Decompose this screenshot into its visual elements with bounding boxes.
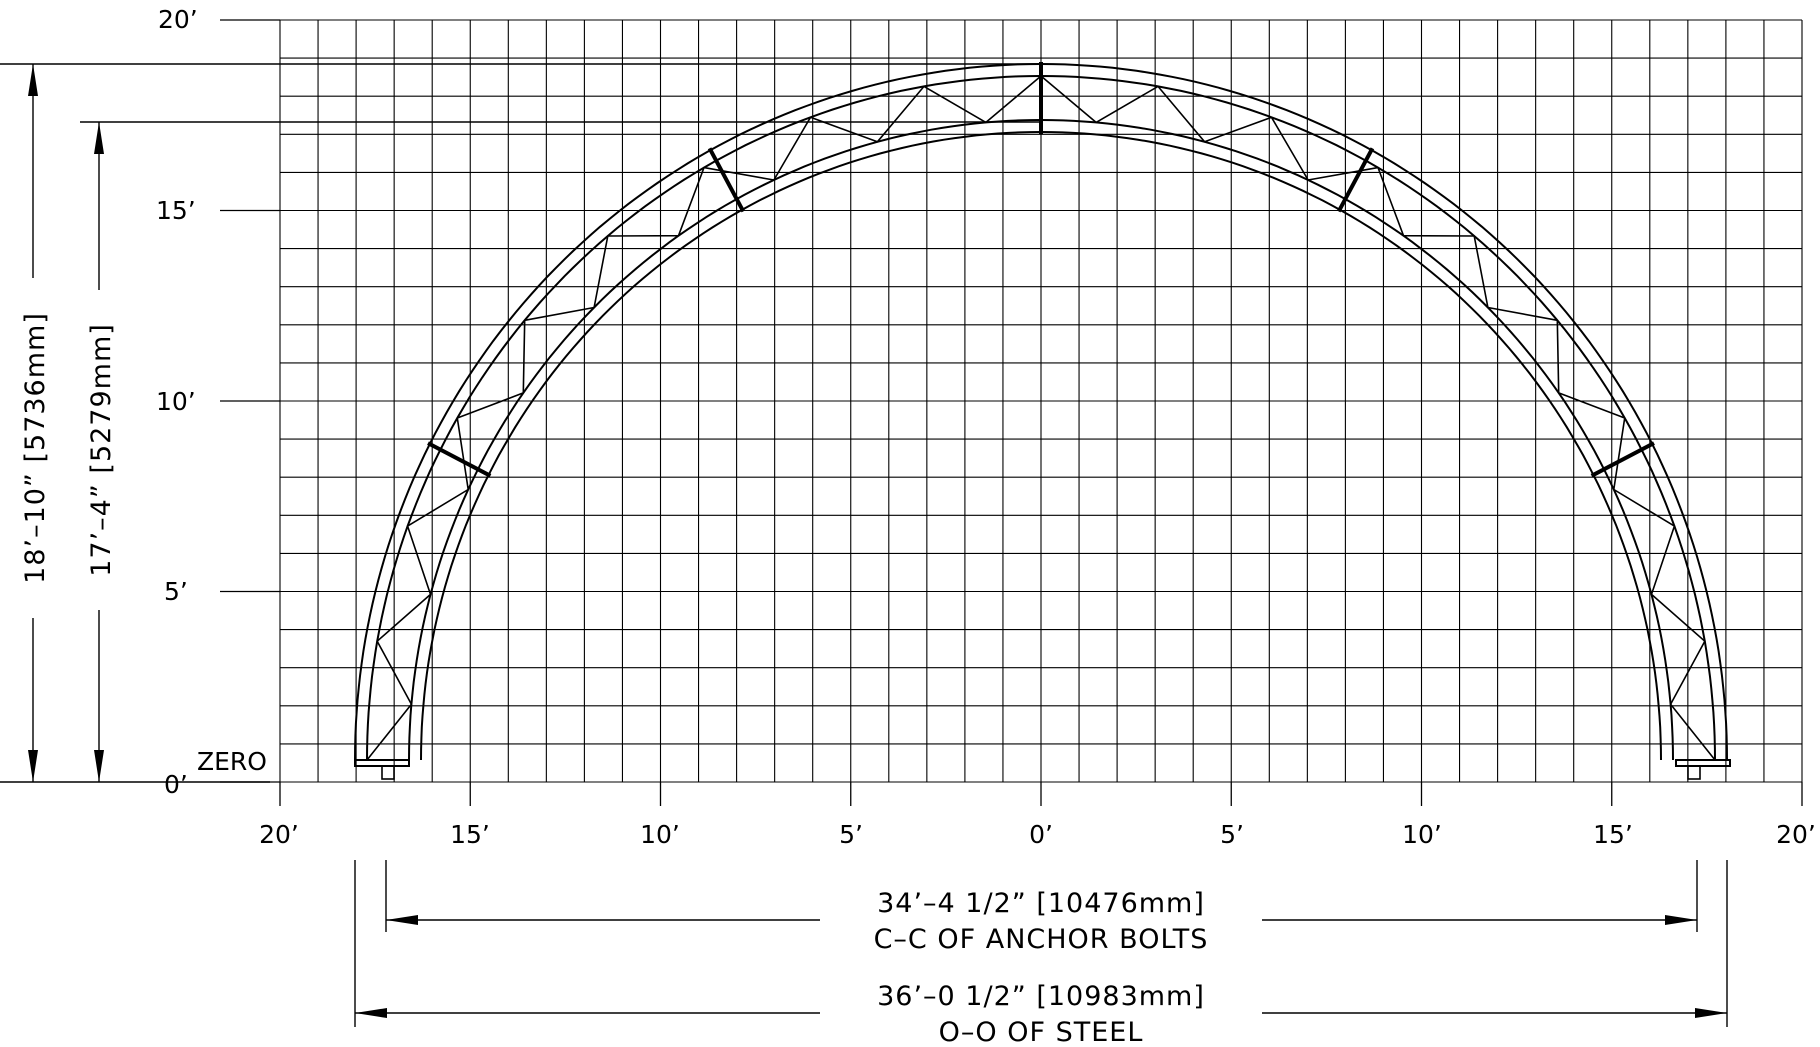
x-tick-label-0: 0’	[1029, 820, 1053, 849]
reference-grid	[279, 19, 1803, 783]
x-tick-label-15: 15’	[1593, 820, 1633, 849]
x-tick-label-neg5: 5’	[839, 820, 863, 849]
left-base-plate	[354, 759, 410, 780]
axis-ticks	[220, 19, 1803, 806]
right-base-plate	[1675, 759, 1731, 780]
anchor-width-dimension: 34’–4 1/2” [10476mm]	[877, 888, 1205, 919]
y-axis: 20’ 15’ 10’ 5’ 0’ ZERO	[156, 5, 267, 799]
y-tick-label-0: 0’	[164, 770, 188, 799]
x-tick-label-neg10: 10’	[640, 820, 680, 849]
splice-plate	[1336, 147, 1375, 213]
y-tick-label-5: 5’	[164, 577, 188, 606]
height-dimensions: 18’–10” [5736mm] 17’–4” [5279mm]	[0, 63, 1040, 783]
overall-width-dimension: 36’–0 1/2” [10983mm]	[877, 981, 1205, 1012]
width-dimensions: 34’–4 1/2” [10476mm] C–C OF ANCHOR BOLTS…	[354, 860, 1728, 1047]
x-tick-label-neg15: 15’	[450, 820, 490, 849]
zero-label: ZERO	[197, 747, 267, 776]
splice-plate	[427, 441, 492, 478]
outer-height-dimension: 18’–10” [5736mm]	[20, 312, 51, 584]
x-tick-label-neg20: 20’	[259, 820, 299, 849]
inner-height-dimension: 17’–4” [5279mm]	[86, 323, 117, 577]
anchor-width-caption: C–C OF ANCHOR BOLTS	[874, 924, 1209, 955]
y-tick-label-20: 20’	[158, 5, 198, 34]
y-tick-label-10: 10’	[156, 387, 196, 416]
arch-truss	[354, 62, 1731, 780]
x-axis: 20’ 15’ 10’ 5’ 0’ 5’ 10’ 15’ 20’	[259, 820, 1816, 849]
overall-width-caption: O–O OF STEEL	[939, 1017, 1144, 1047]
x-tick-label-20: 20’	[1776, 820, 1816, 849]
x-tick-label-5: 5’	[1220, 820, 1244, 849]
y-tick-label-15: 15’	[156, 196, 196, 225]
splice-plate	[1590, 441, 1655, 478]
truss-splice-plates	[427, 62, 1655, 478]
x-tick-label-10: 10’	[1402, 820, 1442, 849]
splice-plate	[707, 147, 746, 213]
